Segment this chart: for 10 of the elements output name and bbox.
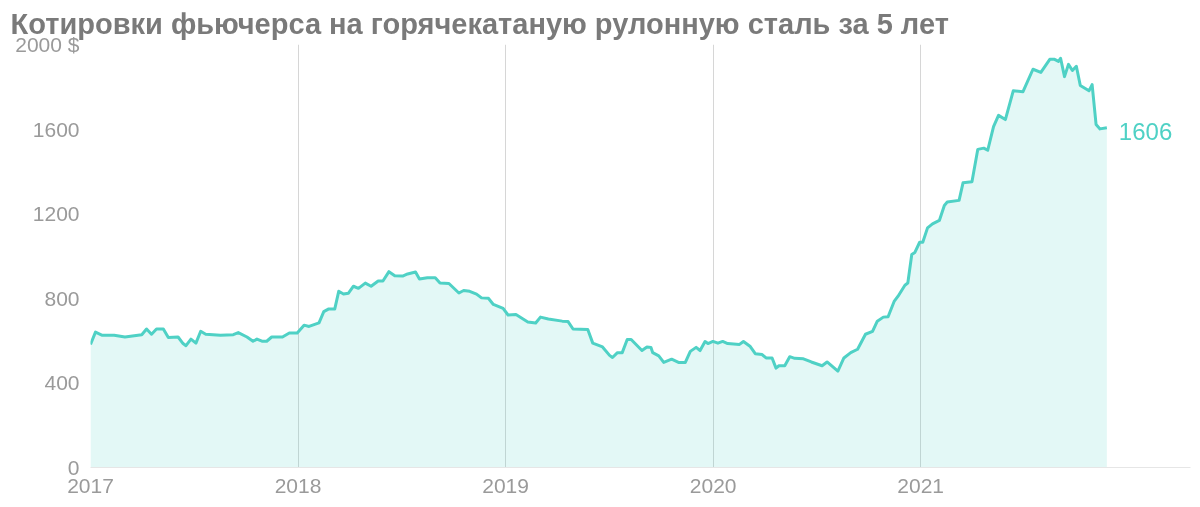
y-tick-label: 400 [44, 371, 80, 395]
x-tick-label: 2018 [274, 473, 322, 497]
x-tick-label: 2020 [689, 473, 737, 497]
y-tick-label: 1600 [32, 117, 80, 141]
y-tick-label: 0 [67, 456, 80, 479]
y-tick-label: 1200 [32, 202, 80, 226]
y-tick-label: 800 [44, 286, 80, 310]
x-tick-label: 2021 [897, 473, 945, 497]
x-tick-label: 2019 [482, 473, 529, 497]
annotation: 1606 [1118, 117, 1173, 145]
